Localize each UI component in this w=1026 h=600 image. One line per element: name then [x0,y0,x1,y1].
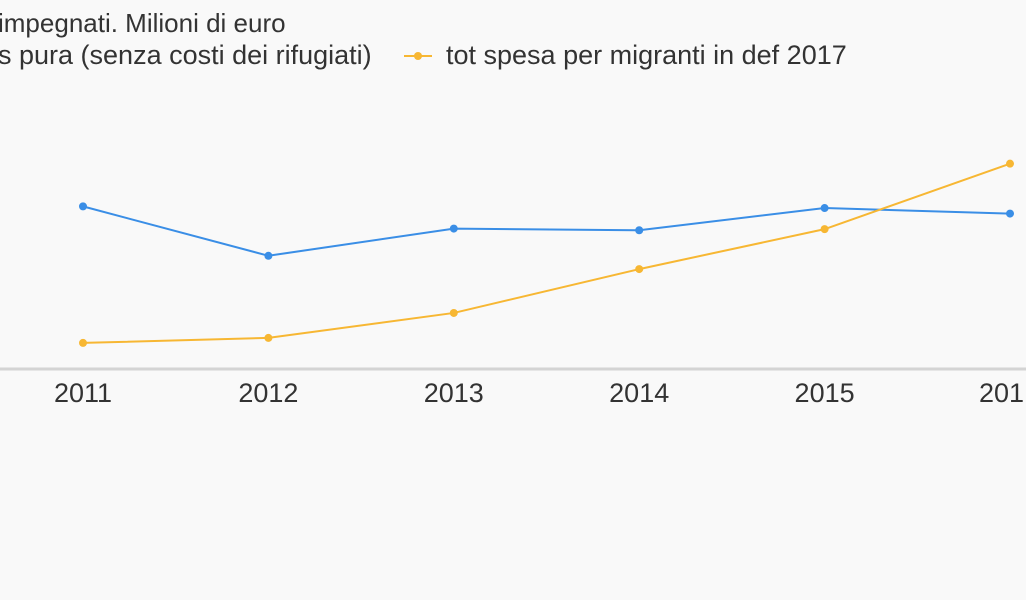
series-2-line [82,162,1011,344]
series-2 [79,159,1014,347]
series-1-point [635,226,644,235]
series-2-point [635,265,644,274]
series-1 [79,202,1014,260]
series-2-point [449,308,458,317]
series-layer [79,159,1014,347]
x-tick-label: 2014 [609,378,669,408]
x-tick-label: 2015 [795,378,855,408]
series-1-point [264,251,273,260]
series-1-point [1006,209,1014,218]
x-tick-label: 2012 [238,378,298,408]
legend-item-series-2: tot spesa per migranti in def 2017 [404,40,847,70]
legend-label-series-1: s pura (senza costi dei rifugiati) [0,40,372,70]
series-1-point [449,224,458,233]
series-2-point [264,333,273,342]
series-2-point [79,338,87,347]
legend-label-series-2: tot spesa per migranti in def 2017 [446,40,847,70]
series-2-point [820,225,829,234]
series-1-point [820,204,829,213]
x-axis-tick-labels: 2011 2012 2013 2014 2015 201 [54,378,1024,408]
x-tick-label: 2013 [424,378,484,408]
series-2-point [1006,159,1014,168]
series-1-point [79,202,87,211]
legend-marker-series-2 [414,52,422,60]
x-tick-label: 2011 [54,378,112,408]
legend: s pura (senza costi dei rifugiati) tot s… [0,40,847,70]
x-tick-label: 201 [979,378,1024,408]
chart-title: impegnati. Milioni di euro [0,8,286,38]
series-1-line [82,205,1011,257]
